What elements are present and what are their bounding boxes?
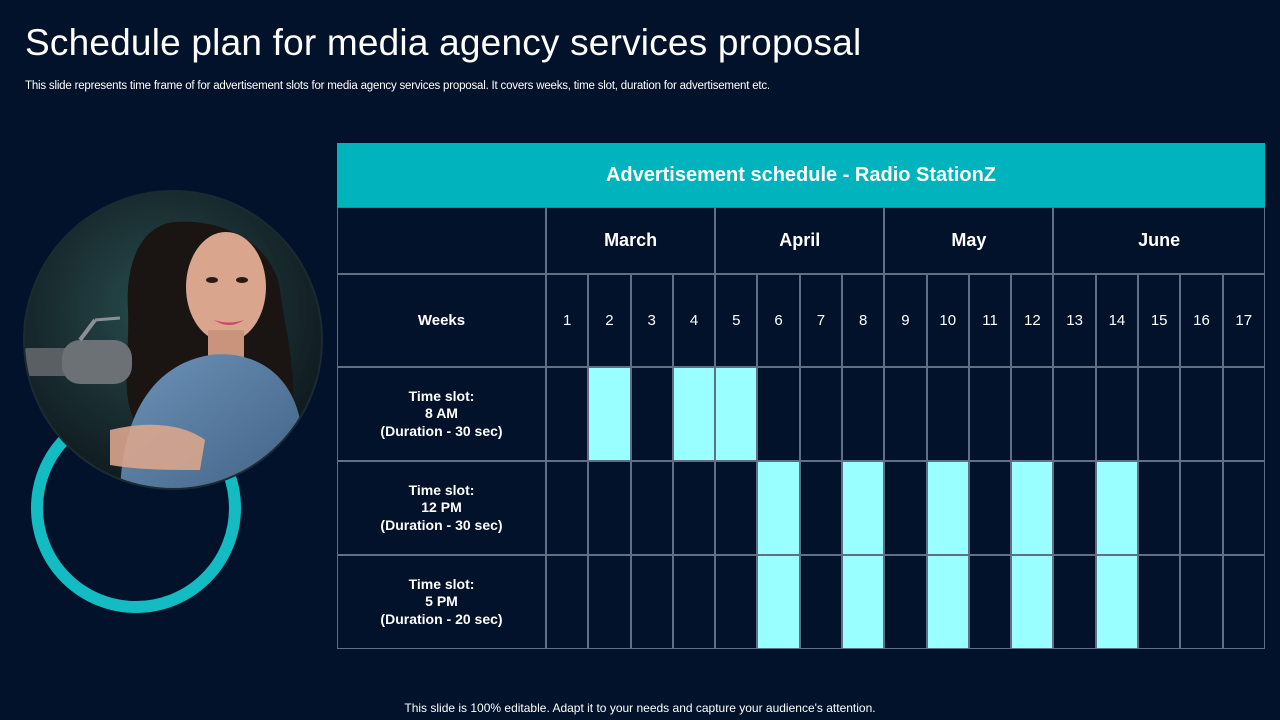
weeks-label: Weeks [337,274,546,367]
week-number-2: 2 [588,274,631,367]
empty-slot-cell [884,555,927,649]
empty-slot-cell [926,367,969,461]
scheduled-slot-cell [842,555,885,649]
empty-slot-cell [799,367,843,461]
scheduled-slot-cell [1011,461,1054,555]
empty-slot-cell [546,555,589,649]
empty-slot-cell [672,555,716,649]
week-number-10: 10 [926,274,969,367]
footer-note: This slide is 100% editable. Adapt it to… [404,701,876,715]
woman-with-microphone-photo [23,190,323,490]
empty-slot-cell [968,461,1012,555]
empty-slot-cell [884,367,927,461]
time-slot-label: Time slot: 5 PM (Duration - 20 sec) [337,555,546,649]
week-number-16: 16 [1180,274,1223,367]
week-number-5: 5 [715,274,758,367]
empty-slot-cell [630,461,673,555]
time-slot-label-line2: 12 PM [421,499,462,516]
time-slot-label-line3: (Duration - 30 sec) [380,422,503,439]
empty-slot-cell [1180,367,1223,461]
scheduled-slot-cell [1095,555,1139,649]
empty-slot-cell [1180,461,1223,555]
time-slot-label-line1: Time slot: [408,387,475,404]
month-header-april: April [715,207,885,274]
empty-slot-cell [968,367,1012,461]
time-slot-label-line1: Time slot: [408,575,475,592]
time-slot-label-line2: 8 AM [425,405,458,422]
time-slot-label-line3: (Duration - 30 sec) [380,516,503,533]
empty-slot-cell [715,555,758,649]
scheduled-slot-cell [588,367,631,461]
time-slot-label-line1: Time slot: [408,481,475,498]
empty-slot-cell [1180,555,1223,649]
empty-slot-cell [630,367,673,461]
empty-slot-cell [1138,461,1181,555]
empty-slot-cell [1222,555,1265,649]
week-number-8: 8 [842,274,885,367]
week-number-6: 6 [757,274,800,367]
week-number-11: 11 [968,274,1012,367]
empty-slot-cell [1011,367,1054,461]
slide-subtitle: This slide represents time frame of for … [25,80,770,92]
empty-slot-cell [884,461,927,555]
month-header-june: June [1053,207,1265,274]
empty-slot-cell [968,555,1012,649]
week-number-4: 4 [672,274,716,367]
empty-slot-cell [1222,461,1265,555]
month-header-march: March [546,207,716,274]
scheduled-slot-cell [842,461,885,555]
empty-slot-cell [630,555,673,649]
advertisement-schedule-table: Advertisement schedule - Radio StationZ … [337,143,1265,649]
scheduled-slot-cell [672,367,716,461]
week-number-13: 13 [1053,274,1096,367]
empty-slot-cell [672,461,716,555]
empty-slot-cell [1053,555,1096,649]
week-number-12: 12 [1011,274,1054,367]
week-number-17: 17 [1222,274,1265,367]
empty-slot-cell [842,367,885,461]
week-number-7: 7 [799,274,843,367]
week-number-3: 3 [630,274,673,367]
week-number-1: 1 [546,274,589,367]
empty-slot-cell [546,461,589,555]
scheduled-slot-cell [926,461,969,555]
empty-slot-cell [1222,367,1265,461]
empty-slot-cell [757,367,800,461]
week-number-9: 9 [884,274,927,367]
scheduled-slot-cell [757,555,800,649]
time-slot-label: Time slot: 12 PM (Duration - 30 sec) [337,461,546,555]
empty-slot-cell [799,555,843,649]
week-number-14: 14 [1095,274,1139,367]
scheduled-slot-cell [757,461,800,555]
scheduled-slot-cell [1095,461,1139,555]
empty-slot-cell [799,461,843,555]
month-header-may: May [884,207,1054,274]
empty-slot-cell [715,461,758,555]
scheduled-slot-cell [1011,555,1054,649]
presenter-illustration [0,0,330,720]
time-slot-label: Time slot: 8 AM (Duration - 30 sec) [337,367,546,461]
table-header: Advertisement schedule - Radio StationZ [337,143,1265,207]
empty-slot-cell [546,367,589,461]
empty-slot-cell [1095,367,1139,461]
empty-slot-cell [588,461,631,555]
month-row-corner-cell [337,207,546,274]
empty-slot-cell [1053,461,1096,555]
empty-slot-cell [588,555,631,649]
empty-slot-cell [1138,367,1181,461]
week-number-15: 15 [1138,274,1181,367]
empty-slot-cell [1053,367,1096,461]
scheduled-slot-cell [926,555,969,649]
time-slot-label-line3: (Duration - 20 sec) [380,610,503,627]
slide-title: Schedule plan for media agency services … [25,22,862,63]
empty-slot-cell [1138,555,1181,649]
time-slot-label-line2: 5 PM [425,593,458,610]
scheduled-slot-cell [715,367,758,461]
